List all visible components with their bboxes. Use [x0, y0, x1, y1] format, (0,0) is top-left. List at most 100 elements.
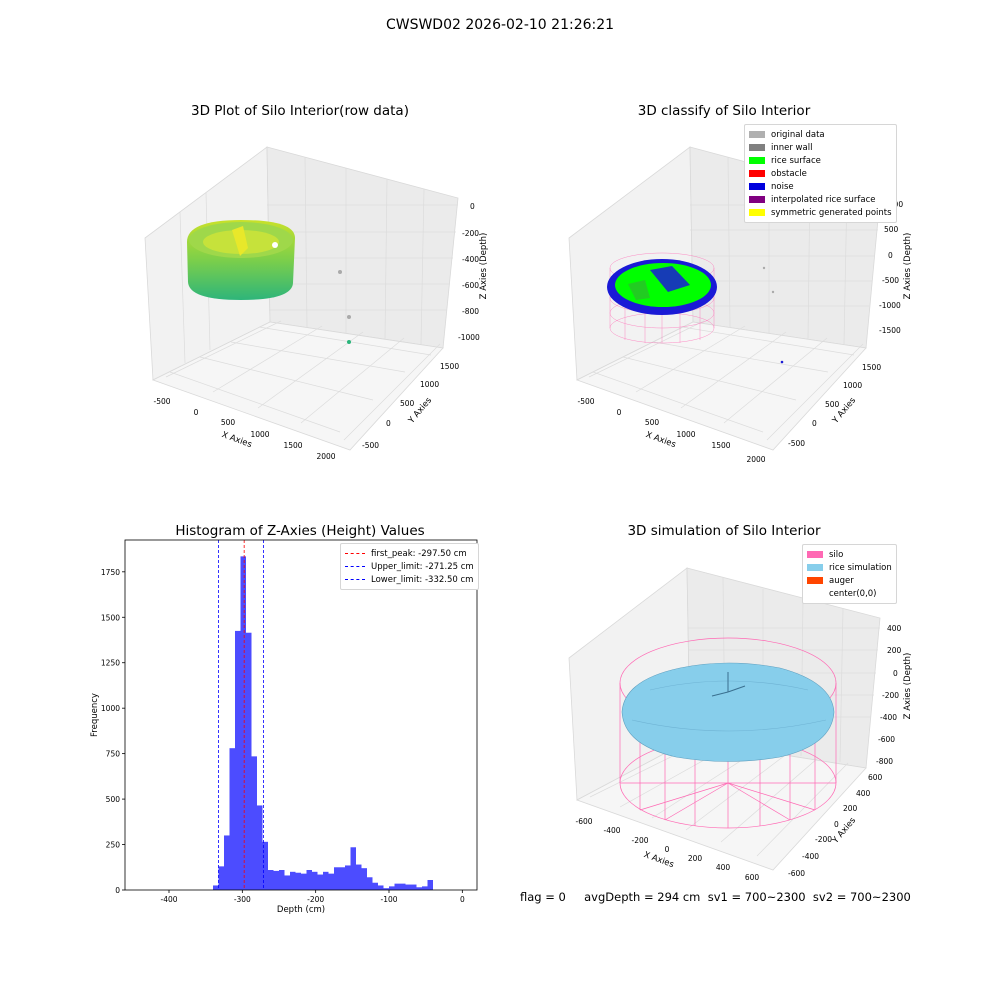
legend-entry: silo: [807, 548, 892, 561]
raw-xtick: 2000: [316, 452, 335, 461]
classify-ytick: 500: [825, 400, 840, 409]
x-tick-label: -200: [307, 895, 324, 904]
classify-xtick: 0: [617, 408, 622, 417]
histogram-bar: [405, 884, 411, 890]
legend-swatch: [807, 590, 823, 597]
classify-xtick: 2000: [746, 455, 765, 464]
simulation-ytick: 600: [868, 773, 883, 782]
histogram-bar: [235, 630, 241, 890]
histogram-plot: -400 -300 -200 -100 0 0 250 500 750 1000 1250 1500 1…: [90, 539, 478, 915]
simulation-ztick: 400: [887, 624, 902, 633]
legend-entry: rice simulation: [807, 561, 892, 574]
y-tick-label: 1750: [101, 568, 120, 577]
legend-label: auger: [829, 575, 854, 586]
legend-label: center(0,0): [829, 588, 877, 599]
x-tick-label: -100: [380, 895, 397, 904]
legend-entry: original data: [749, 128, 892, 141]
legend-label: silo: [829, 549, 844, 560]
raw-tick-labels: -500 0 500 1000 1500 2000 1500 1000 500 …: [153, 202, 480, 461]
legend-entry: Lower_limit: -332.50 cm: [345, 573, 474, 586]
classify-ytick: 1500: [862, 363, 881, 372]
status-footer: flag = 0 avgDepth = 294 cm sv1 = 700~230…: [520, 890, 911, 904]
legend-swatch: [807, 564, 823, 571]
histogram-bar: [312, 871, 318, 890]
classify-ztick: 0: [888, 251, 893, 260]
histogram-bar: [213, 885, 219, 890]
classify-legend: original data inner wall rice surface obsta…: [744, 124, 897, 223]
histogram-bar: [323, 871, 329, 890]
simulation-ytick: -200: [815, 835, 832, 844]
classify-xtick: 500: [645, 418, 660, 427]
histogram-bar: [279, 870, 285, 890]
legend-entry: first_peak: -297.50 cm: [345, 547, 474, 560]
histogram-bar: [361, 868, 367, 890]
legend-label: original data: [771, 129, 825, 140]
legend-label: first_peak: -297.50 cm: [371, 548, 467, 559]
raw-panel-title: 3D Plot of Silo Interior(row data): [191, 103, 409, 119]
histogram-ylabel: Frequency: [90, 693, 100, 737]
histogram-bar: [411, 884, 417, 890]
simulation-ztick: -800: [876, 757, 893, 766]
simulation-xtick: -200: [631, 836, 648, 845]
legend-label: interpolated rice surface: [771, 194, 876, 205]
simulation-ytick: 400: [856, 789, 871, 798]
histogram-bar: [427, 880, 433, 890]
raw-ztick: -200: [462, 229, 479, 238]
simulation-ztick: 200: [887, 646, 902, 655]
legend-swatch: [749, 183, 765, 190]
y-tick-label: 1000: [101, 704, 120, 713]
histogram-bar: [218, 866, 224, 890]
histogram-bar: [290, 871, 296, 890]
simulation-tick-labels: -600 -400 -200 0 200 400 600 600 400 200…: [575, 624, 901, 882]
x-tick-label: -400: [160, 895, 177, 904]
raw-point-cloud: [187, 220, 351, 344]
legend-label: Upper_limit: -271.25 cm: [371, 561, 474, 572]
simulation-legend: silo rice simulation auger center(0,0): [802, 544, 897, 604]
classify-panel-title: 3D classify of Silo Interior: [637, 103, 811, 119]
legend-swatch: [749, 157, 765, 164]
legend-label: noise: [771, 181, 794, 192]
histogram-bar: [295, 872, 301, 890]
classify-ztick: -500: [882, 276, 899, 285]
simulation-xlabel: X Axies: [642, 850, 675, 870]
raw-xtick: -500: [153, 397, 170, 406]
histogram-bar: [416, 887, 422, 890]
classify-zlabel: Z Axies (Depth): [903, 233, 913, 300]
simulation-xtick: -400: [603, 826, 620, 835]
legend-entry: Upper_limit: -271.25 cm: [345, 560, 474, 573]
raw-ytick: 1000: [420, 380, 439, 389]
y-tick-label: 1250: [101, 659, 120, 668]
classify-ztick: -1000: [879, 301, 901, 310]
simulation-xtick: 0: [665, 845, 670, 854]
histogram-bar: [389, 886, 395, 890]
histogram-bar: [339, 867, 345, 890]
raw-xlabel: X Axies: [220, 430, 253, 450]
histogram-title: Histogram of Z-Axies (Height) Values: [175, 523, 425, 539]
simulation-ytick: -400: [802, 852, 819, 861]
histogram-bar: [306, 870, 312, 890]
histogram-bar: [301, 873, 307, 890]
y-tick-label: 250: [106, 841, 121, 850]
legend-label: inner wall: [771, 142, 813, 153]
raw-xtick: 500: [221, 418, 236, 427]
simulation-zlabel: Z Axies (Depth): [903, 653, 913, 720]
simulation-xtick: 600: [745, 873, 760, 882]
classify-ytick: 0: [812, 419, 817, 428]
legend-swatch: [345, 566, 365, 567]
simulation-ytick: 200: [843, 804, 858, 813]
histogram-bar: [334, 867, 340, 890]
raw-zlabel: Z Axies (Depth): [479, 233, 489, 300]
simulation-ztick: -200: [882, 691, 899, 700]
simulation-ytick: -600: [788, 869, 805, 878]
legend-label: rice surface: [771, 155, 821, 166]
legend-swatch: [749, 170, 765, 177]
legend-swatch: [749, 144, 765, 151]
raw-ztick: -800: [462, 307, 479, 316]
histogram-xlabel: Depth (cm): [277, 905, 325, 915]
histogram-bar: [400, 883, 406, 890]
legend-label: rice simulation: [829, 562, 892, 573]
y-tick-label: 500: [106, 795, 121, 804]
raw-ytick: 0: [386, 419, 391, 428]
legend-swatch: [749, 196, 765, 203]
